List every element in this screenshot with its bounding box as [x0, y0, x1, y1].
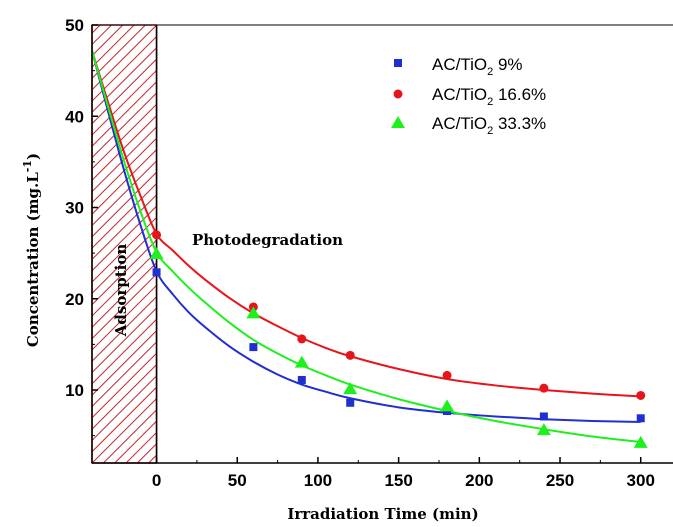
legend-label-3: AC/TiO2 33.3%: [432, 114, 546, 137]
x-tick-label: 200: [465, 471, 493, 490]
data-point-series-2: [636, 390, 646, 400]
data-point-series-1: [636, 414, 645, 423]
photodegradation-label: Photodegradation: [192, 231, 343, 249]
data-point-series-2: [345, 350, 355, 360]
y-tick-label: 40: [65, 107, 84, 126]
adsorption-label: Adsorption: [112, 244, 130, 338]
y-tick-label: 20: [65, 290, 84, 309]
data-point-series-3: [440, 399, 455, 412]
data-point-series-3: [149, 247, 164, 260]
fit-curve-series-2: [92, 50, 641, 398]
y-tick-label: 10: [65, 381, 84, 400]
data-point-series-3: [246, 306, 261, 319]
data-point-series-2: [442, 370, 452, 380]
legend-marker-1: [394, 59, 402, 67]
y-tick-label: 30: [65, 199, 84, 218]
y-axis-title-sup: -1: [21, 160, 34, 172]
data-point-series-2: [297, 334, 307, 344]
legend-marker-3: [391, 116, 405, 128]
x-tick-label: 50: [228, 471, 247, 490]
data-point-series-3: [294, 355, 309, 368]
x-tick-label: 300: [627, 471, 655, 490]
data-point-series-1: [346, 398, 355, 407]
y-axis-title: Concentration (mg.L-1): [21, 153, 42, 347]
data-point-series-2: [539, 383, 549, 393]
data-point-series-3: [633, 435, 648, 448]
data-point-series-1: [152, 268, 161, 277]
data-point-series-1: [539, 412, 548, 421]
data-point-series-2: [152, 230, 162, 240]
legend: AC/TiO2 9% AC/TiO2 16.6% AC/TiO2 33.3%: [391, 55, 546, 137]
legend-label-2: AC/TiO2 16.6%: [432, 85, 546, 108]
x-tick-label: 150: [384, 471, 412, 490]
x-axis-title: Irradiation Time (min): [287, 505, 478, 523]
data-point-series-1: [297, 375, 306, 384]
data-point-series-1: [249, 343, 258, 352]
x-tick-label: 100: [304, 471, 332, 490]
legend-label-1: AC/TiO2 9%: [432, 55, 523, 78]
fit-curve-series-3: [92, 50, 641, 444]
fit-curve-series-1: [92, 50, 641, 423]
data-point-series-3: [343, 382, 358, 395]
x-tick-label: 0: [152, 471, 161, 490]
y-tick-label: 50: [65, 16, 84, 35]
legend-marker-2: [393, 89, 403, 99]
data-point-series-3: [536, 423, 551, 436]
x-tick-label: 250: [546, 471, 574, 490]
